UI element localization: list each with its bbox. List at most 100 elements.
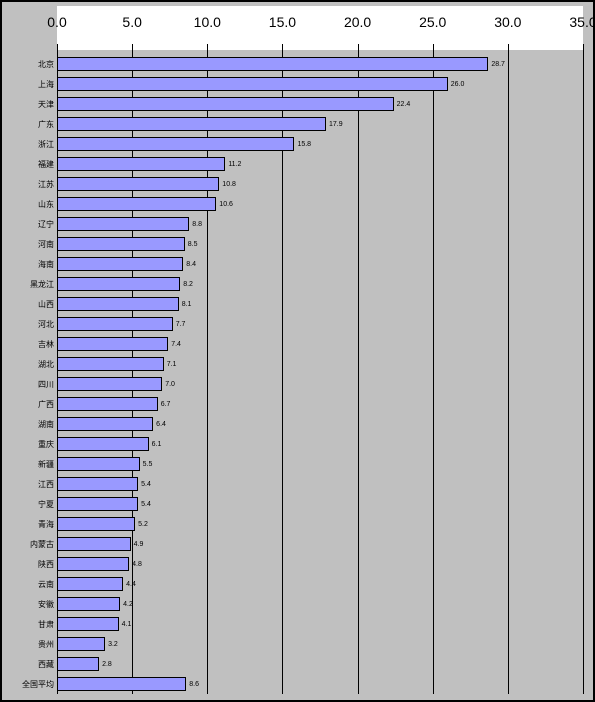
bar xyxy=(57,397,158,411)
category-label: 浙江 xyxy=(6,139,54,150)
bar-row: 8.4 xyxy=(57,254,583,274)
value-label: 5.2 xyxy=(138,521,148,528)
category-label: 内蒙古 xyxy=(6,539,54,550)
bar xyxy=(57,337,168,351)
value-label: 5.5 xyxy=(143,461,153,468)
value-label: 4.1 xyxy=(122,621,132,628)
category-label: 安徽 xyxy=(6,599,54,610)
value-label: 8.8 xyxy=(192,221,202,228)
bar-row: 2.8 xyxy=(57,654,583,674)
category-label: 宁夏 xyxy=(6,499,54,510)
plot-area: 28.726.022.417.915.811.210.810.68.88.58.… xyxy=(57,50,583,694)
bar xyxy=(57,217,189,231)
gridline xyxy=(583,50,584,694)
bar-row: 10.6 xyxy=(57,194,583,214)
category-label: 云南 xyxy=(6,579,54,590)
bar xyxy=(57,477,138,491)
value-label: 7.0 xyxy=(165,381,175,388)
bar xyxy=(57,97,394,111)
bar-row: 7.4 xyxy=(57,334,583,354)
value-label: 7.7 xyxy=(176,321,186,328)
bar-row: 7.7 xyxy=(57,314,583,334)
bar xyxy=(57,537,131,551)
bar-row: 22.4 xyxy=(57,94,583,114)
value-label: 2.8 xyxy=(102,661,112,668)
bar xyxy=(57,157,225,171)
bar-row: 5.4 xyxy=(57,474,583,494)
value-label: 8.2 xyxy=(183,281,193,288)
bar xyxy=(57,437,149,451)
x-axis-area: 0.05.010.015.020.025.030.035.0 xyxy=(57,6,583,50)
value-label: 5.4 xyxy=(141,501,151,508)
category-label: 广西 xyxy=(6,399,54,410)
bar-row: 15.8 xyxy=(57,134,583,154)
bar xyxy=(57,177,219,191)
category-label: 贵州 xyxy=(6,639,54,650)
bar-row: 10.8 xyxy=(57,174,583,194)
axis-tick-label: 0.0 xyxy=(47,14,66,30)
axis-tick-label: 15.0 xyxy=(269,14,296,30)
value-label: 8.5 xyxy=(188,241,198,248)
bar-row: 8.2 xyxy=(57,274,583,294)
bar-row: 26.0 xyxy=(57,74,583,94)
bar xyxy=(57,457,140,471)
category-label: 山东 xyxy=(6,199,54,210)
bar-row: 28.7 xyxy=(57,54,583,74)
value-label: 15.8 xyxy=(297,141,311,148)
bar-row: 8.6 xyxy=(57,674,583,694)
bar xyxy=(57,517,135,531)
bar xyxy=(57,257,183,271)
bar xyxy=(57,557,129,571)
category-label: 广东 xyxy=(6,119,54,130)
value-label: 28.7 xyxy=(491,61,505,68)
bar xyxy=(57,377,162,391)
bar-row: 5.5 xyxy=(57,454,583,474)
value-label: 6.4 xyxy=(156,421,166,428)
bar xyxy=(57,357,164,371)
bar-row: 5.4 xyxy=(57,494,583,514)
bar-row: 3.2 xyxy=(57,634,583,654)
bar xyxy=(57,77,448,91)
value-label: 10.8 xyxy=(222,181,236,188)
value-label: 7.1 xyxy=(167,361,177,368)
category-label: 河北 xyxy=(6,319,54,330)
category-label: 江西 xyxy=(6,479,54,490)
category-label: 陕西 xyxy=(6,559,54,570)
bar-row: 4.9 xyxy=(57,534,583,554)
category-label: 辽宁 xyxy=(6,219,54,230)
bar-row: 17.9 xyxy=(57,114,583,134)
category-label: 吉林 xyxy=(6,339,54,350)
bar-row: 8.8 xyxy=(57,214,583,234)
value-label: 4.8 xyxy=(132,561,142,568)
bar xyxy=(57,677,186,691)
axis-tick-label: 10.0 xyxy=(194,14,221,30)
value-label: 3.2 xyxy=(108,641,118,648)
value-label: 6.7 xyxy=(161,401,171,408)
bar-row: 8.5 xyxy=(57,234,583,254)
value-label: 4.4 xyxy=(126,581,136,588)
category-label: 北京 xyxy=(6,59,54,70)
axis-tick-label: 20.0 xyxy=(344,14,371,30)
bar xyxy=(57,497,138,511)
value-label: 26.0 xyxy=(451,81,465,88)
value-label: 7.4 xyxy=(171,341,181,348)
bar xyxy=(57,317,173,331)
category-label: 重庆 xyxy=(6,439,54,450)
axis-tick-label: 30.0 xyxy=(494,14,521,30)
value-label: 6.1 xyxy=(152,441,162,448)
bar xyxy=(57,117,326,131)
bar-row: 6.1 xyxy=(57,434,583,454)
bar-row: 6.4 xyxy=(57,414,583,434)
bar-row: 4.1 xyxy=(57,614,583,634)
value-label: 22.4 xyxy=(397,101,411,108)
bar xyxy=(57,617,119,631)
bar xyxy=(57,597,120,611)
category-label: 福建 xyxy=(6,159,54,170)
category-label: 天津 xyxy=(6,99,54,110)
category-label: 青海 xyxy=(6,519,54,530)
bar-row: 7.0 xyxy=(57,374,583,394)
value-label: 4.9 xyxy=(134,541,144,548)
category-label: 全国平均 xyxy=(6,679,54,690)
category-label: 海南 xyxy=(6,259,54,270)
axis-tick-label: 5.0 xyxy=(122,14,141,30)
